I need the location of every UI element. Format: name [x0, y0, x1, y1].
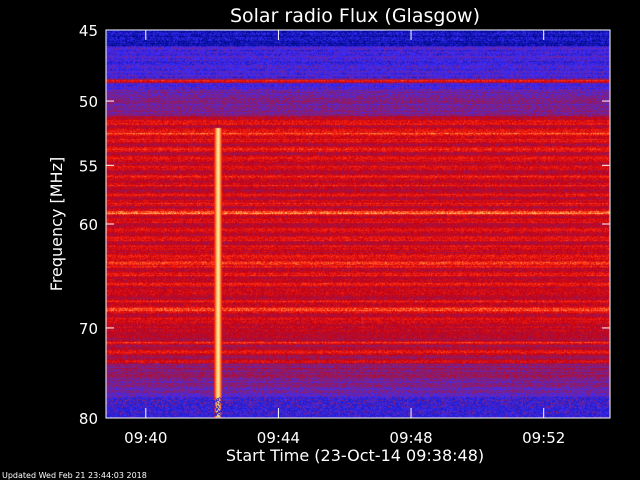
x-tick-label: 09:44 — [257, 429, 300, 447]
y-tick-label: 45 — [79, 22, 98, 40]
heatmap-area — [106, 30, 610, 418]
y-axis: 45 50 55 60 70 80 — [79, 22, 610, 428]
y-tick-label: 60 — [79, 216, 98, 234]
y-tick-label: 55 — [79, 157, 98, 175]
y-axis-label: Frequency [MHz] — [47, 157, 66, 291]
y-tick-label: 70 — [79, 320, 98, 338]
chart-title: Solar radio Flux (Glasgow) — [230, 5, 480, 27]
x-tick-label: 09:52 — [522, 429, 565, 447]
x-axis: 09:40 09:44 09:48 09:52 — [124, 30, 565, 447]
x-axis-label: Start Time (23-Oct-14 09:38:48) — [226, 446, 484, 465]
x-tick-label: 09:48 — [389, 429, 432, 447]
updated-timestamp: Updated Wed Feb 21 23:44:03 2018 — [2, 471, 147, 480]
y-tick-label: 80 — [79, 410, 98, 428]
x-tick-label: 09:40 — [124, 429, 167, 447]
y-tick-label: 50 — [79, 93, 98, 111]
